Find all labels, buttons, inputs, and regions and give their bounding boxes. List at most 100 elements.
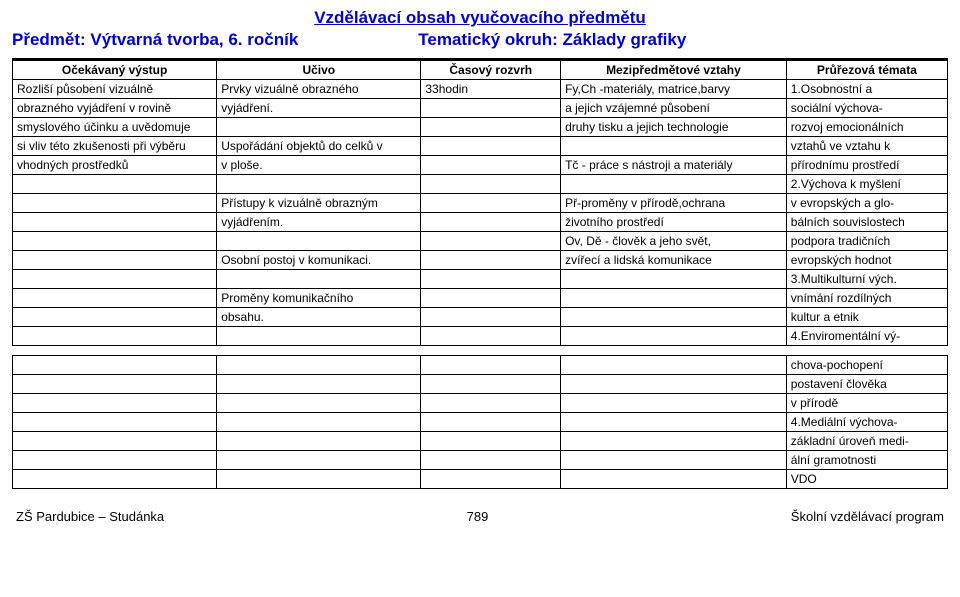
table-cell: Př-proměny v přírodě,ochrana bbox=[561, 194, 787, 213]
table-cell bbox=[13, 432, 217, 451]
table-row: Proměny komunikačníhovnímání rozdílných bbox=[13, 289, 948, 308]
table-cell: vyjádření. bbox=[217, 99, 421, 118]
table-cell: základní úroveň medi- bbox=[786, 432, 947, 451]
table-cell: Prvky vizuálně obrazného bbox=[217, 80, 421, 99]
table-cell: vztahů ve vztahu k bbox=[786, 137, 947, 156]
table-cell bbox=[13, 375, 217, 394]
table-cell bbox=[421, 213, 561, 232]
table-cell bbox=[217, 432, 421, 451]
table-cell: obrazného vyjádření v rovině bbox=[13, 99, 217, 118]
table-cell bbox=[421, 289, 561, 308]
table-cell bbox=[561, 175, 787, 194]
table-cell bbox=[421, 118, 561, 137]
table-cell bbox=[217, 394, 421, 413]
table-cell bbox=[421, 394, 561, 413]
col-header: Očekávaný výstup bbox=[13, 60, 217, 80]
table-cell bbox=[421, 270, 561, 289]
table-cell bbox=[421, 451, 561, 470]
table-cell bbox=[217, 232, 421, 251]
table-cell bbox=[13, 232, 217, 251]
table-cell bbox=[561, 327, 787, 346]
table-cell bbox=[561, 394, 787, 413]
table-cell: zvířecí a lidská komunikace bbox=[561, 251, 787, 270]
table-row: Osobní postoj v komunikaci.zvířecí a lid… bbox=[13, 251, 948, 270]
table-row: 4.Enviromentální vý- bbox=[13, 327, 948, 346]
table-cell: životního prostředí bbox=[561, 213, 787, 232]
table-cell bbox=[561, 356, 787, 375]
table-cell bbox=[421, 194, 561, 213]
table-cell bbox=[13, 175, 217, 194]
table-cell bbox=[217, 413, 421, 432]
table-cell bbox=[13, 213, 217, 232]
table-cell: smyslového účinku a uvědomuje bbox=[13, 118, 217, 137]
col-header: Časový rozvrh bbox=[421, 60, 561, 80]
table-cell bbox=[561, 432, 787, 451]
table-cell bbox=[217, 470, 421, 489]
table-cell bbox=[13, 308, 217, 327]
table-row: 4.Mediální výchova- bbox=[13, 413, 948, 432]
table-cell bbox=[561, 451, 787, 470]
table-cell bbox=[217, 270, 421, 289]
subtitle-row: Předmět: Výtvarná tvorba, 6. ročník Tema… bbox=[12, 30, 948, 50]
table-row: základní úroveň medi- bbox=[13, 432, 948, 451]
table-cell: obsahu. bbox=[217, 308, 421, 327]
table-cell bbox=[561, 375, 787, 394]
table-cell bbox=[561, 413, 787, 432]
table-cell: VDO bbox=[786, 470, 947, 489]
table-row: Přístupy k vizuálně obrazným Př-proměny v… bbox=[13, 194, 948, 213]
table-row: obrazného vyjádření v roviněvyjádření. a … bbox=[13, 99, 948, 118]
table-cell: přírodnímu prostředí bbox=[786, 156, 947, 175]
table-cell bbox=[13, 270, 217, 289]
table-cell bbox=[13, 394, 217, 413]
table-cell bbox=[421, 308, 561, 327]
table-cell bbox=[13, 327, 217, 346]
table-cell: Přístupy k vizuálně obrazným bbox=[217, 194, 421, 213]
table-row: smyslového účinku a uvědomujedruhy tisku… bbox=[13, 118, 948, 137]
table-row: ální gramotnosti bbox=[13, 451, 948, 470]
table-cell: Fy,Ch -materiály, matrice,barvy bbox=[561, 80, 787, 99]
table-cell bbox=[217, 118, 421, 137]
table-cell bbox=[421, 432, 561, 451]
table-cell bbox=[13, 470, 217, 489]
table-cell bbox=[217, 356, 421, 375]
table-cell bbox=[421, 413, 561, 432]
table-row: obsahu.kultur a etnik bbox=[13, 308, 948, 327]
table-cell bbox=[217, 375, 421, 394]
table-cell bbox=[13, 289, 217, 308]
table-cell: 3.Multikulturní vých. bbox=[786, 270, 947, 289]
table-cell: vnímání rozdílných bbox=[786, 289, 947, 308]
table-cell bbox=[13, 194, 217, 213]
table-cell: v evropských a glo- bbox=[786, 194, 947, 213]
table-cell bbox=[13, 356, 217, 375]
table-cell bbox=[13, 451, 217, 470]
table-cell: sociální výchova- bbox=[786, 99, 947, 118]
table-cell: a jejich vzájemné působení bbox=[561, 99, 787, 118]
table-cell: podpora tradičních bbox=[786, 232, 947, 251]
col-header: Učivo bbox=[217, 60, 421, 80]
table-row: si vliv této zkušenosti při výběruUspořá… bbox=[13, 137, 948, 156]
table-cell: rozvoj emocionálních bbox=[786, 118, 947, 137]
table-cell bbox=[13, 413, 217, 432]
table-cell bbox=[421, 327, 561, 346]
table-cell bbox=[421, 232, 561, 251]
table-cell bbox=[13, 251, 217, 270]
table-cell: evropských hodnot bbox=[786, 251, 947, 270]
footer-left: ZŠ Pardubice – Studánka bbox=[16, 509, 164, 524]
table-row: 2.Výchova k myšlení bbox=[13, 175, 948, 194]
table-row: Rozliší působení vizuálněPrvky vizuálně … bbox=[13, 80, 948, 99]
table-row: Ov, Dě - člověk a jeho svět,podpora trad… bbox=[13, 232, 948, 251]
table-header-row: Očekávaný výstup Učivo Časový rozvrh Mez… bbox=[13, 60, 948, 80]
table-row: vhodných prostředkův ploše.Tč - práce s … bbox=[13, 156, 948, 175]
table-cell bbox=[561, 308, 787, 327]
table-cell: Rozliší působení vizuálně bbox=[13, 80, 217, 99]
table-cell: bálních souvislostech bbox=[786, 213, 947, 232]
table-cell bbox=[421, 470, 561, 489]
table-cell: Tč - práce s nástroji a materiály bbox=[561, 156, 787, 175]
table-cell: ální gramotnosti bbox=[786, 451, 947, 470]
table-cell: 2.Výchova k myšlení bbox=[786, 175, 947, 194]
footer-page-number: 789 bbox=[467, 509, 489, 524]
table-cell: 1.Osobnostní a bbox=[786, 80, 947, 99]
table-cell: vyjádřením. bbox=[217, 213, 421, 232]
table-cell bbox=[217, 327, 421, 346]
table-cell: Uspořádání objektů do celků v bbox=[217, 137, 421, 156]
